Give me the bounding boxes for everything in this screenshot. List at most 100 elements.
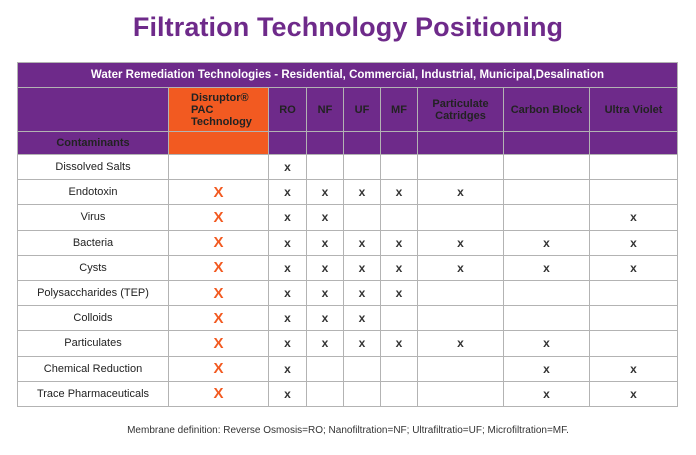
check-mark: x [358, 260, 366, 275]
cell-ro: x [268, 204, 307, 231]
pac-check-mark: X [213, 259, 224, 277]
check-mark: x [543, 336, 550, 351]
check-mark: x [457, 336, 464, 351]
cell-pac: X [168, 330, 269, 357]
cell-mf [380, 153, 418, 181]
column-header-nf: NF [306, 87, 344, 132]
contaminant-name: Bacteria [17, 229, 169, 256]
cell-uv [589, 153, 678, 181]
cell-ro: x [268, 254, 307, 281]
cell-uv [589, 179, 678, 206]
pac-check-mark: X [213, 208, 224, 226]
cell-pac: X [168, 179, 269, 206]
row-header-label: Contaminants [17, 131, 169, 155]
cell-cb [503, 153, 590, 181]
cell-cb: x [503, 355, 590, 382]
cell-mf [380, 355, 418, 382]
cell-uv [589, 279, 678, 307]
cell-pac: X [168, 229, 269, 256]
contaminant-name: Virus [17, 204, 169, 231]
cell-nf: x [306, 204, 344, 231]
contaminant-name: Dissolved Salts [17, 153, 169, 181]
check-mark: x [457, 235, 464, 250]
column-subheader-pac [168, 131, 269, 155]
check-mark: x [543, 386, 550, 401]
cell-uf: x [343, 254, 381, 281]
header-spacer [17, 87, 169, 132]
pac-check-mark: X [213, 183, 224, 201]
check-mark: x [630, 260, 637, 275]
column-header-cb: Carbon Block [503, 87, 590, 132]
cell-ro: x [268, 179, 307, 206]
cell-pac: X [168, 305, 269, 332]
cell-uv: x [589, 355, 678, 382]
cell-mf: x [380, 179, 418, 206]
cell-pac: X [168, 380, 269, 407]
cell-part [417, 355, 504, 382]
cell-pac: X [168, 355, 269, 382]
cell-part [417, 204, 504, 231]
cell-nf: x [306, 305, 344, 332]
cell-part [417, 279, 504, 307]
column-subheader-cb [503, 131, 590, 155]
column-header-mf: MF [380, 87, 418, 132]
cell-pac: X [168, 204, 269, 231]
check-mark: x [321, 260, 329, 275]
cell-uf [343, 204, 381, 231]
contaminant-name: Endotoxin [17, 179, 169, 206]
cell-cb [503, 179, 590, 206]
cell-nf: x [306, 254, 344, 281]
check-mark: x [321, 235, 329, 250]
check-mark: x [358, 336, 366, 351]
cell-uv [589, 305, 678, 332]
column-header-pac: Disruptor® PAC Technology [168, 87, 269, 132]
contaminant-name: Particulates [17, 330, 169, 357]
cell-uf: x [343, 179, 381, 206]
cell-part [417, 380, 504, 407]
cell-cb: x [503, 229, 590, 256]
column-subheader-nf [306, 131, 344, 155]
cell-part: x [417, 330, 504, 357]
check-mark: x [630, 361, 637, 376]
pac-check-mark: X [213, 334, 224, 352]
check-mark: x [630, 386, 637, 401]
cell-part: x [417, 229, 504, 256]
check-mark: x [630, 235, 637, 250]
page-title: Filtration Technology Positioning [132, 12, 564, 42]
column-subheader-ro [268, 131, 307, 155]
pac-check-mark: X [213, 385, 224, 403]
contaminant-name: Chemical Reduction [17, 355, 169, 382]
cell-cb [503, 305, 590, 332]
check-mark: x [284, 311, 291, 326]
cell-uf: x [343, 279, 381, 307]
pac-check-mark: X [213, 234, 224, 252]
footnote: Membrane definition: Reverse Osmosis=RO;… [127, 425, 569, 436]
cell-uf [343, 153, 381, 181]
cell-uf [343, 380, 381, 407]
check-mark: x [321, 185, 329, 200]
cell-nf: x [306, 229, 344, 256]
cell-uf [343, 355, 381, 382]
cell-uv: x [589, 380, 678, 407]
check-mark: x [358, 235, 366, 250]
check-mark: x [457, 185, 464, 200]
check-mark: x [395, 286, 403, 301]
cell-mf: x [380, 279, 418, 307]
cell-mf: x [380, 330, 418, 357]
cell-mf [380, 380, 418, 407]
cell-part [417, 153, 504, 181]
check-mark: x [543, 361, 550, 376]
check-mark: x [284, 336, 291, 351]
check-mark: x [358, 286, 366, 301]
check-mark: x [321, 210, 329, 225]
column-header-ro: RO [268, 87, 307, 132]
cell-uf: x [343, 330, 381, 357]
check-mark: x [358, 311, 366, 326]
cell-ro: x [268, 153, 307, 181]
contaminant-name: Colloids [17, 305, 169, 332]
cell-uf: x [343, 305, 381, 332]
